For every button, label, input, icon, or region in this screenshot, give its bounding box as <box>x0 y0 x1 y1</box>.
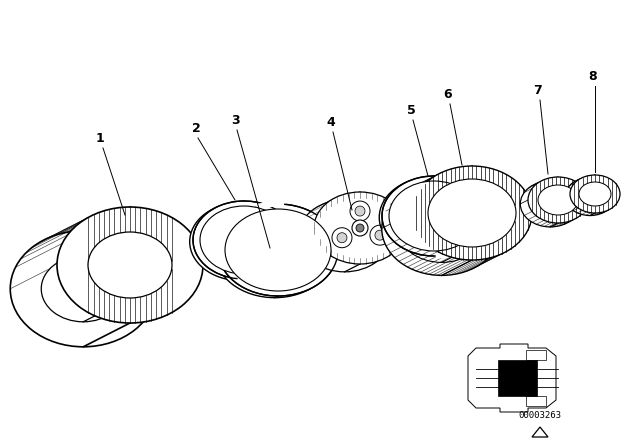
Bar <box>526 396 546 406</box>
Ellipse shape <box>428 179 516 247</box>
Ellipse shape <box>380 177 483 258</box>
Text: 00003263: 00003263 <box>518 410 561 419</box>
Ellipse shape <box>574 185 606 208</box>
Ellipse shape <box>389 181 479 251</box>
Text: 8: 8 <box>589 70 597 83</box>
Circle shape <box>375 230 385 240</box>
Bar <box>526 350 546 360</box>
Ellipse shape <box>218 204 338 296</box>
Ellipse shape <box>538 185 578 215</box>
Circle shape <box>337 233 347 243</box>
Ellipse shape <box>214 206 335 297</box>
Ellipse shape <box>528 177 588 223</box>
Ellipse shape <box>314 192 406 264</box>
Ellipse shape <box>200 206 288 274</box>
Circle shape <box>356 224 364 232</box>
Ellipse shape <box>570 175 620 213</box>
Ellipse shape <box>565 177 615 215</box>
Ellipse shape <box>382 176 486 256</box>
Text: 2: 2 <box>191 122 200 135</box>
Circle shape <box>352 220 368 236</box>
Circle shape <box>332 228 352 248</box>
Circle shape <box>350 201 370 221</box>
Ellipse shape <box>412 166 532 260</box>
Ellipse shape <box>397 194 486 263</box>
Ellipse shape <box>189 202 292 281</box>
Circle shape <box>355 206 365 216</box>
Ellipse shape <box>531 189 570 219</box>
Bar <box>498 360 537 396</box>
Text: 6: 6 <box>444 88 452 101</box>
Ellipse shape <box>57 207 203 323</box>
Ellipse shape <box>41 256 125 322</box>
Text: 7: 7 <box>534 84 542 97</box>
Text: 1: 1 <box>95 132 104 145</box>
Text: 4: 4 <box>326 116 335 129</box>
Ellipse shape <box>88 232 172 298</box>
Text: 3: 3 <box>230 114 239 127</box>
Ellipse shape <box>193 201 295 279</box>
Ellipse shape <box>381 181 502 276</box>
Ellipse shape <box>520 181 580 227</box>
Circle shape <box>370 225 390 245</box>
Ellipse shape <box>10 231 156 347</box>
Text: 5: 5 <box>406 104 415 117</box>
Ellipse shape <box>579 182 611 206</box>
Ellipse shape <box>299 200 390 272</box>
Ellipse shape <box>225 209 331 291</box>
